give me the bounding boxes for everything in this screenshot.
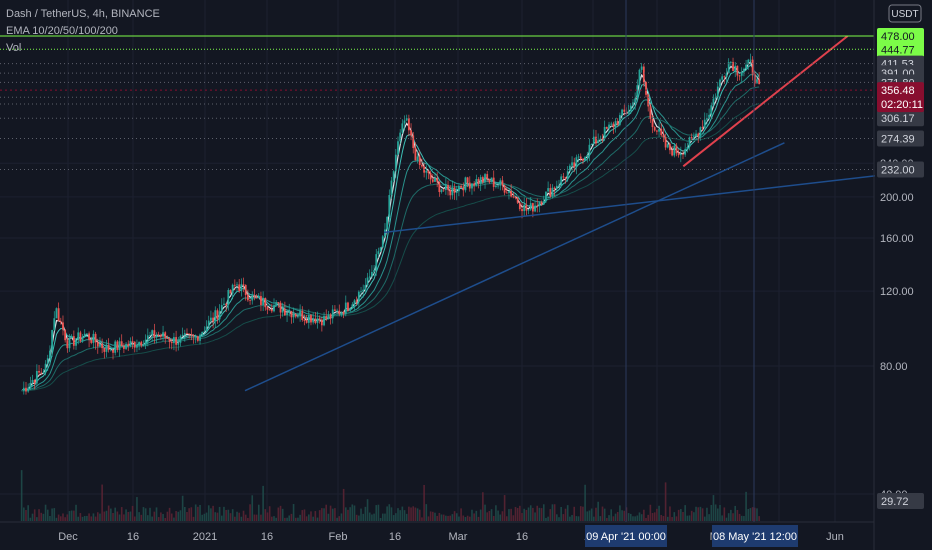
x-tick-label: Jun bbox=[826, 531, 844, 543]
trendlines[interactable] bbox=[244, 35, 882, 392]
y-tick-label: 80.00 bbox=[880, 361, 908, 373]
volume-indicator-label[interactable]: Vol bbox=[6, 42, 22, 54]
price-level-tag bbox=[877, 110, 924, 127]
volume-tag bbox=[877, 493, 924, 509]
grid-horizontal bbox=[0, 162, 874, 495]
x-tick-label: 16 bbox=[516, 531, 528, 543]
price-level-label: 478.00 bbox=[881, 31, 915, 43]
trendline-red-support bbox=[682, 35, 849, 168]
price-level-tag bbox=[877, 41, 924, 58]
ema-indicator-label[interactable]: EMA 10/20/50/100/200 bbox=[6, 25, 118, 37]
x-tick-label: 2021 bbox=[193, 531, 217, 543]
x-tick-label: Mar bbox=[449, 531, 468, 543]
x-tick-label: 16 bbox=[389, 531, 401, 543]
highlight-tag bbox=[712, 525, 798, 547]
volume-label: 29.72 bbox=[881, 496, 909, 508]
currency-label bbox=[888, 4, 922, 23]
currency-label-text: USDT bbox=[891, 9, 918, 20]
price-level-tag bbox=[877, 28, 924, 44]
trendline-blue-lower bbox=[383, 174, 882, 234]
y-tick-label: 160.00 bbox=[880, 233, 914, 245]
trendline-blue-long bbox=[244, 142, 785, 392]
x-tick-label: 16 bbox=[261, 531, 273, 543]
price-level-label: 444.77 bbox=[881, 44, 915, 56]
highlight-label: 08 May '21 12:00 bbox=[713, 531, 797, 543]
y-tick-label: 200.00 bbox=[880, 192, 914, 204]
price-level-label: 232.00 bbox=[881, 164, 915, 176]
x-tick-label: Feb bbox=[329, 531, 348, 543]
price-level-tag bbox=[877, 130, 924, 147]
x-tick-label: 16 bbox=[127, 531, 139, 543]
current-price-label: 356.48 bbox=[881, 85, 915, 97]
price-level-label: 306.17 bbox=[881, 113, 915, 125]
x-tick-label: Dec bbox=[58, 531, 78, 543]
time-axis[interactable]: Dec16202116Feb16Mar16Apr16May16Jun09 Apr… bbox=[58, 0, 844, 547]
volume-bars bbox=[20, 470, 760, 521]
chart-legend: Dash / TetherUS, 4h, BINANCE EMA 10/20/5… bbox=[6, 6, 160, 57]
highlight-tag bbox=[585, 525, 667, 547]
countdown-label: 02:20:11 bbox=[881, 99, 923, 111]
symbol-title[interactable]: Dash / TetherUS, 4h, BINANCE bbox=[6, 8, 160, 20]
highlight-label: 09 Apr '21 00:00 bbox=[586, 531, 666, 543]
current-price-tag bbox=[877, 82, 924, 113]
price-level-label: 274.39 bbox=[881, 133, 915, 145]
grid-vertical bbox=[67, 0, 836, 522]
price-level-lines bbox=[0, 35, 874, 170]
y-tick-label: 120.00 bbox=[880, 286, 914, 298]
price-level-tag bbox=[877, 161, 924, 178]
price-axis[interactable]: USDT40.0080.00120.00160.00200.00240.0047… bbox=[875, 0, 932, 550]
